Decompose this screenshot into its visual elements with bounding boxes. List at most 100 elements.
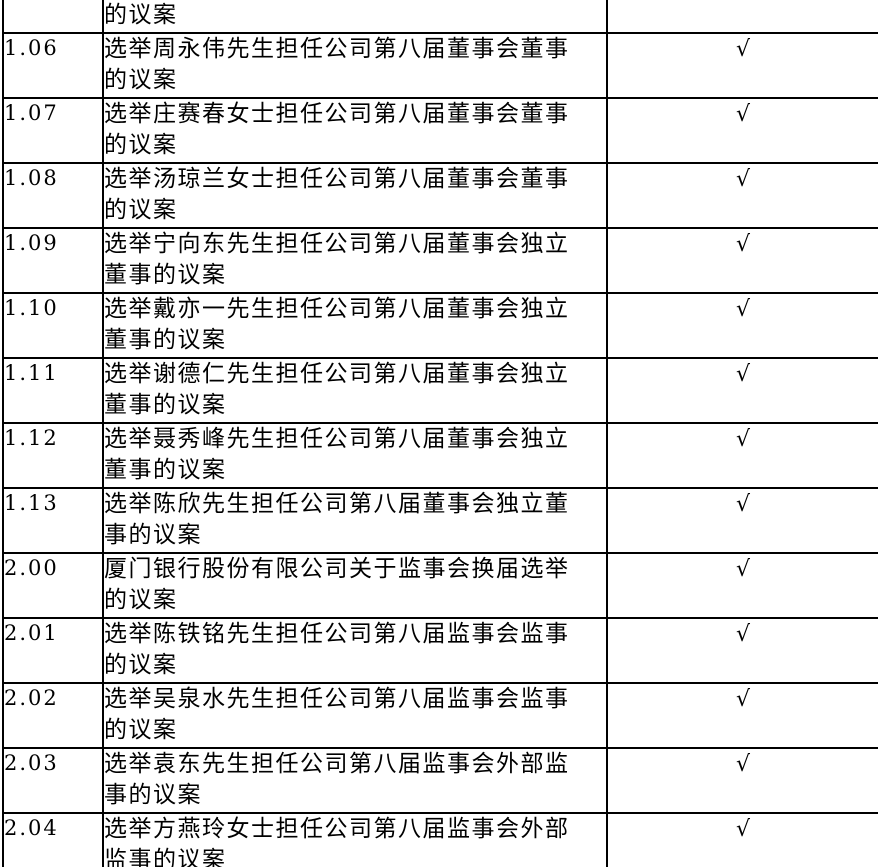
table-row: 2.00 厦门银行股份有限公司关于监事会换届选举 的议案 √	[2, 551, 878, 619]
proposal-title-line-2: 事的议案	[104, 782, 202, 808]
vote-check-cell: √	[606, 421, 878, 489]
proposal-title-cell: 的议案	[102, 0, 608, 34]
proposal-title-line-2: 的议案	[104, 67, 178, 93]
proposal-title-line-2: 董事的议案	[104, 392, 227, 418]
proposal-title-line-1: 选举庄赛春女士担任公司第八届董事会董事	[104, 100, 570, 127]
vote-check-cell: √	[606, 291, 878, 359]
proposal-title-line-2: 的议案	[104, 652, 178, 678]
proposal-title-line-2: 的议案	[104, 132, 178, 158]
table-row: 1.06 选举周永伟先生担任公司第八届董事会董事 的议案 √	[2, 31, 878, 99]
vote-check-cell	[606, 0, 878, 34]
proposal-title-line-1: 选举吴泉水先生担任公司第八届监事会监事	[104, 685, 570, 712]
proposal-title-cell: 选举袁东先生担任公司第八届监事会外部监 事的议案	[102, 746, 608, 814]
checkmark-icon: √	[735, 166, 751, 192]
proposal-number-cell: 1.11	[2, 356, 104, 424]
proposal-number-cell: 1.10	[2, 291, 104, 359]
proposal-title-cell: 选举谢德仁先生担任公司第八届董事会独立 董事的议案	[102, 356, 608, 424]
checkmark-icon: √	[735, 556, 751, 582]
vote-check-cell: √	[606, 616, 878, 684]
proposal-number: 2.00	[4, 555, 59, 580]
proposal-number: 2.03	[4, 750, 59, 775]
proposal-title-cell: 厦门银行股份有限公司关于监事会换届选举 的议案	[102, 551, 608, 619]
proposal-number: 1.10	[4, 295, 59, 320]
table-row: 2.04 选举方燕玲女士担任公司第八届监事会外部 监事的议案 √	[2, 811, 878, 867]
proposal-title-cell: 选举陈欣先生担任公司第八届董事会独立董 事的议案	[102, 486, 608, 554]
proposal-number-cell: 2.02	[2, 681, 104, 749]
proposal-title-line-1: 选举汤琼兰女士担任公司第八届董事会董事	[104, 165, 570, 192]
proposal-title-line-1: 选举谢德仁先生担任公司第八届董事会独立	[104, 360, 570, 387]
proposal-title-cell: 选举庄赛春女士担任公司第八届董事会董事 的议案	[102, 96, 608, 164]
checkmark-icon: √	[735, 101, 751, 127]
proposal-title-line-2: 董事的议案	[104, 327, 227, 353]
proposal-number-cell: 1.09	[2, 226, 104, 294]
proposal-title-line-1: 选举方燕玲女士担任公司第八届监事会外部	[104, 815, 570, 842]
proposal-title-line-1: 厦门银行股份有限公司关于监事会换届选举	[104, 555, 570, 582]
checkmark-icon: √	[735, 296, 751, 322]
proposal-number: 1.12	[4, 425, 59, 450]
proposal-number-cell: 1.07	[2, 96, 104, 164]
proposal-number: 1.08	[4, 165, 59, 190]
checkmark-icon: √	[735, 816, 751, 842]
proposal-title-line-1: 选举聂秀峰先生担任公司第八届董事会独立	[104, 425, 570, 452]
checkmark-icon: √	[735, 231, 751, 257]
proposal-title-line-2: 事的议案	[104, 522, 202, 548]
proposal-number-cell: 2.00	[2, 551, 104, 619]
proposal-number-cell: 1.13	[2, 486, 104, 554]
proposal-number: 1.11	[4, 360, 59, 385]
vote-check-cell: √	[606, 681, 878, 749]
table-row: 的议案	[2, 0, 878, 34]
proposal-number-cell	[2, 0, 104, 34]
checkmark-icon: √	[735, 621, 751, 647]
proposal-number-cell: 1.12	[2, 421, 104, 489]
vote-check-cell: √	[606, 226, 878, 294]
proposal-number: 2.01	[4, 620, 59, 645]
vote-check-cell: √	[606, 31, 878, 99]
proposal-title-cell: 选举吴泉水先生担任公司第八届监事会监事 的议案	[102, 681, 608, 749]
table-row: 1.09 选举宁向东先生担任公司第八届董事会独立 董事的议案 √	[2, 226, 878, 294]
vote-check-cell: √	[606, 96, 878, 164]
proposal-number: 2.02	[4, 685, 59, 710]
proposal-title-line-1: 选举袁东先生担任公司第八届监事会外部监	[104, 750, 570, 777]
proposal-number: 1.07	[4, 100, 59, 125]
proposal-number: 1.09	[4, 230, 59, 255]
table-row: 1.07 选举庄赛春女士担任公司第八届董事会董事 的议案 √	[2, 96, 878, 164]
vote-check-cell: √	[606, 161, 878, 229]
table-row: 2.01 选举陈铁铭先生担任公司第八届监事会监事 的议案 √	[2, 616, 878, 684]
vote-check-cell: √	[606, 551, 878, 619]
table-row: 1.10 选举戴亦一先生担任公司第八届董事会独立 董事的议案 √	[2, 291, 878, 359]
table-row: 1.11 选举谢德仁先生担任公司第八届董事会独立 董事的议案 √	[2, 356, 878, 424]
proposal-number: 2.04	[4, 815, 59, 840]
checkmark-icon: √	[735, 361, 751, 387]
proposal-title-line-1: 选举戴亦一先生担任公司第八届董事会独立	[104, 295, 570, 322]
proposal-title-cell: 选举宁向东先生担任公司第八届董事会独立 董事的议案	[102, 226, 608, 294]
proposal-title-cell: 选举方燕玲女士担任公司第八届监事会外部 监事的议案	[102, 811, 608, 867]
proposal-title-line-2: 的议案	[104, 587, 178, 613]
proposal-number-cell: 1.06	[2, 31, 104, 99]
proposal-number: 1.13	[4, 490, 59, 515]
proposal-title-cell: 选举汤琼兰女士担任公司第八届董事会董事 的议案	[102, 161, 608, 229]
proposal-number-cell: 2.03	[2, 746, 104, 814]
proposal-title-line-1: 选举陈欣先生担任公司第八届董事会独立董	[104, 490, 570, 517]
checkmark-icon: √	[735, 36, 751, 62]
checkmark-icon: √	[735, 426, 751, 452]
table-row: 2.03 选举袁东先生担任公司第八届监事会外部监 事的议案 √	[2, 746, 878, 814]
proposal-title-cell: 选举陈铁铭先生担任公司第八届监事会监事 的议案	[102, 616, 608, 684]
proposal-number: 1.06	[4, 35, 59, 60]
proposal-title-cell: 选举周永伟先生担任公司第八届董事会董事 的议案	[102, 31, 608, 99]
proposal-title-line-2: 监事的议案	[104, 847, 227, 867]
proposal-title-cell: 选举聂秀峰先生担任公司第八届董事会独立 董事的议案	[102, 421, 608, 489]
checkmark-icon: √	[735, 686, 751, 712]
vote-check-cell: √	[606, 486, 878, 554]
vote-check-cell: √	[606, 746, 878, 814]
checkmark-icon: √	[735, 491, 751, 517]
proposal-number-cell: 1.08	[2, 161, 104, 229]
proposal-title-line-2: 董事的议案	[104, 262, 227, 288]
proposal-number-cell: 2.04	[2, 811, 104, 867]
proposal-number-cell: 2.01	[2, 616, 104, 684]
checkmark-icon: √	[735, 751, 751, 777]
proposal-title-line-1: 的议案	[104, 2, 178, 28]
table-row: 1.08 选举汤琼兰女士担任公司第八届董事会董事 的议案 √	[2, 161, 878, 229]
proposal-title-line-2: 董事的议案	[104, 457, 227, 483]
